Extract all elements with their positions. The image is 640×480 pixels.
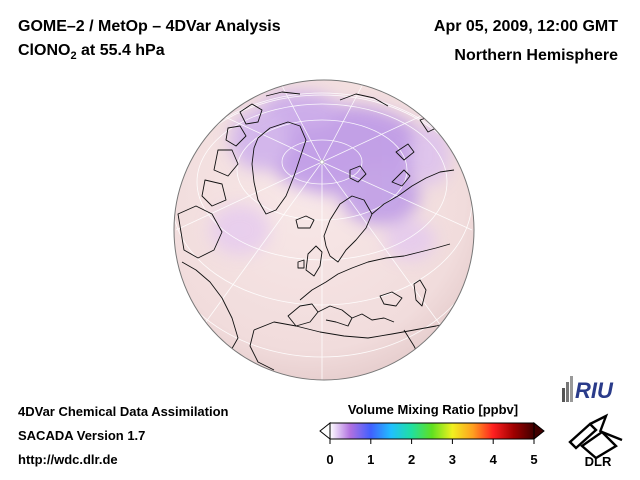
colorbar-tick-label: 5 bbox=[530, 452, 538, 467]
dlr-logo: DLR bbox=[568, 413, 623, 468]
pressure-level: at 55.4 hPa bbox=[76, 42, 165, 59]
colorbar-tick-label: 2 bbox=[407, 452, 416, 467]
colorbar-gradient bbox=[329, 422, 535, 440]
footer-line-2: SACADA Version 1.7 bbox=[18, 428, 146, 443]
title-line-2: ClONO2 at 55.4 hPa bbox=[18, 42, 165, 62]
footer-line-1: 4DVar Chemical Data Assimilation bbox=[18, 404, 229, 419]
riu-logo-text: RIU bbox=[575, 378, 614, 403]
colorbar-low-arrow bbox=[319, 421, 331, 441]
colorbar-title: Volume Mixing Ratio [ppbv] bbox=[347, 402, 519, 417]
colorbar-high-arrow bbox=[533, 421, 545, 441]
colorbar-tick-label: 3 bbox=[448, 452, 456, 467]
colorbar-tick-marks bbox=[329, 439, 535, 444]
globe-outline bbox=[173, 79, 475, 381]
title-line-1: GOME–2 / MetOp – 4DVar Analysis bbox=[18, 18, 281, 35]
dlr-logo-text: DLR bbox=[585, 454, 612, 468]
globe-map bbox=[173, 79, 475, 381]
colorbar-tick-label: 0 bbox=[326, 452, 334, 467]
date-label: Apr 05, 2009, 12:00 GMT bbox=[433, 18, 618, 35]
species-subscript: 2 bbox=[70, 50, 77, 63]
colorbar-tick-label: 4 bbox=[489, 452, 497, 467]
colorbar bbox=[319, 421, 545, 444]
colorbar-tick-label: 1 bbox=[367, 452, 375, 467]
riu-logo: RIU bbox=[562, 376, 614, 403]
species-name: ClONO bbox=[18, 42, 71, 59]
footer-url: http://wdc.dlr.de bbox=[18, 452, 118, 467]
region-label: Northern Hemisphere bbox=[454, 47, 618, 64]
pole-marker bbox=[319, 159, 325, 165]
